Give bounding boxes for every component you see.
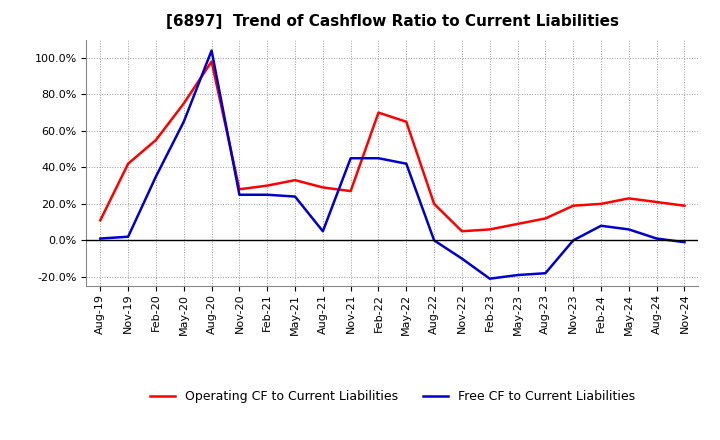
Operating CF to Current Liabilities: [207, 59, 216, 64]
Free CF to Current Liabilities: [124, 234, 132, 239]
Operating CF to Current Liabilities: [541, 216, 550, 221]
Operating CF to Current Liabilities: [346, 188, 355, 194]
Operating CF to Current Liabilities: [513, 221, 522, 227]
Free CF to Current Liabilities: [263, 192, 271, 198]
Operating CF to Current Liabilities: [263, 183, 271, 188]
Free CF to Current Liabilities: [680, 239, 689, 245]
Legend: Operating CF to Current Liabilities, Free CF to Current Liabilities: Operating CF to Current Liabilities, Fre…: [145, 385, 640, 408]
Operating CF to Current Liabilities: [485, 227, 494, 232]
Free CF to Current Liabilities: [96, 236, 104, 241]
Operating CF to Current Liabilities: [124, 161, 132, 166]
Operating CF to Current Liabilities: [152, 137, 161, 143]
Operating CF to Current Liabilities: [179, 101, 188, 106]
Operating CF to Current Liabilities: [96, 218, 104, 223]
Free CF to Current Liabilities: [430, 238, 438, 243]
Free CF to Current Liabilities: [485, 276, 494, 281]
Operating CF to Current Liabilities: [318, 185, 327, 190]
Line: Operating CF to Current Liabilities: Operating CF to Current Liabilities: [100, 62, 685, 231]
Operating CF to Current Liabilities: [430, 201, 438, 206]
Title: [6897]  Trend of Cashflow Ratio to Current Liabilities: [6897] Trend of Cashflow Ratio to Curren…: [166, 14, 619, 29]
Operating CF to Current Liabilities: [458, 229, 467, 234]
Free CF to Current Liabilities: [652, 236, 661, 241]
Free CF to Current Liabilities: [402, 161, 410, 166]
Operating CF to Current Liabilities: [624, 196, 633, 201]
Operating CF to Current Liabilities: [374, 110, 383, 115]
Operating CF to Current Liabilities: [680, 203, 689, 208]
Free CF to Current Liabilities: [235, 192, 243, 198]
Operating CF to Current Liabilities: [569, 203, 577, 208]
Operating CF to Current Liabilities: [291, 177, 300, 183]
Line: Free CF to Current Liabilities: Free CF to Current Liabilities: [100, 51, 685, 279]
Free CF to Current Liabilities: [569, 238, 577, 243]
Operating CF to Current Liabilities: [235, 187, 243, 192]
Free CF to Current Liabilities: [624, 227, 633, 232]
Free CF to Current Liabilities: [207, 48, 216, 53]
Operating CF to Current Liabilities: [402, 119, 410, 125]
Free CF to Current Liabilities: [458, 256, 467, 261]
Free CF to Current Liabilities: [152, 174, 161, 179]
Free CF to Current Liabilities: [374, 156, 383, 161]
Free CF to Current Liabilities: [179, 119, 188, 125]
Free CF to Current Liabilities: [513, 272, 522, 278]
Operating CF to Current Liabilities: [652, 199, 661, 205]
Free CF to Current Liabilities: [597, 223, 606, 228]
Free CF to Current Liabilities: [541, 271, 550, 276]
Free CF to Current Liabilities: [291, 194, 300, 199]
Operating CF to Current Liabilities: [597, 201, 606, 206]
Free CF to Current Liabilities: [318, 229, 327, 234]
Free CF to Current Liabilities: [346, 156, 355, 161]
